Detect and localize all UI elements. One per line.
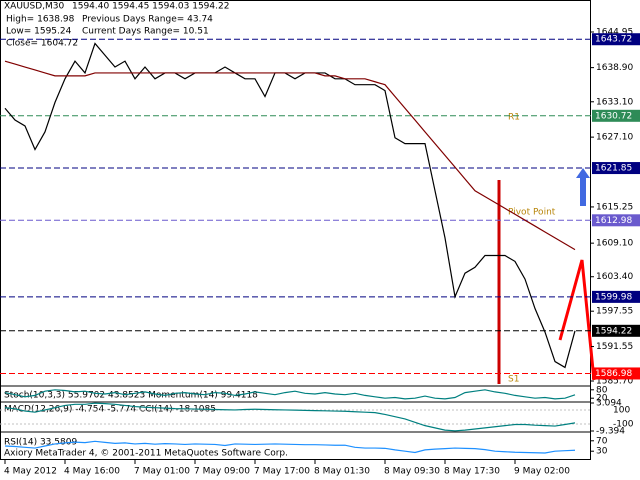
- level-tag: [592, 109, 640, 122]
- chart-frame: [0, 0, 591, 460]
- level-value: 1630.72: [595, 111, 632, 121]
- x-tick-label: 7 May 01:00: [134, 467, 190, 477]
- chart-title: XAUUSD,M30: [4, 2, 64, 12]
- quote: 1594.40 1594.45 1594.03 1594.22: [72, 2, 229, 12]
- series-line: [4, 42, 576, 369]
- series-line: [4, 440, 576, 454]
- y-tick-label: 1597.55: [596, 307, 633, 317]
- y-tick-label: 1627.10: [596, 133, 633, 143]
- x-tick-label: 8 May 09:30: [384, 467, 440, 477]
- series-line: [4, 402, 576, 432]
- x-tick-label: 8 May 01:30: [314, 467, 370, 477]
- panel-title: Stoch(10,3,3) 55.9702 43.8523 Momentum(1…: [4, 391, 258, 401]
- info: Previous Days Range= 43.74: [82, 15, 213, 25]
- y-tick-label: 1591.55: [596, 342, 633, 352]
- level-tag: [592, 367, 640, 380]
- level-value: 1643.72: [595, 35, 632, 45]
- info: Low= 1595.24: [6, 27, 72, 37]
- level-tag: [592, 33, 640, 46]
- level-value: 1594.22: [595, 326, 632, 336]
- y-tick-label: 1585.70: [596, 376, 633, 386]
- info: Current Days Range= 10.51: [82, 27, 209, 37]
- arrow-icon: [558, 259, 596, 381]
- level-label: R1: [508, 113, 520, 123]
- x-tick-label: 7 May 17:00: [254, 467, 310, 477]
- x-tick-label: 4 May 2012: [4, 467, 57, 477]
- y-tick-label: 3.094: [596, 399, 622, 409]
- x-tick-label: 9 May 02:00: [514, 467, 570, 477]
- level-value: 1621.85: [595, 164, 632, 174]
- level-tag: [592, 214, 640, 227]
- level-value: 1586.98: [595, 369, 632, 379]
- y-tick-label: -9.394: [596, 427, 625, 437]
- y2-tick-label: -100: [613, 420, 634, 430]
- y-tick-label: 1609.10: [596, 239, 633, 249]
- panel-title: RSI(14) 33.5809: [4, 438, 77, 448]
- level-label: Pivot Point: [508, 208, 556, 218]
- info: Close= 1604.72: [6, 39, 78, 49]
- x-tick-label: 8 May 17:30: [444, 467, 500, 477]
- x-tick-label: 4 May 16:00: [64, 467, 120, 477]
- y-tick-label: 1615.25: [596, 202, 633, 212]
- y2-tick-label: 100: [613, 406, 630, 416]
- y-tick-label: 1603.40: [596, 272, 633, 282]
- y-tick-label: 1644.95: [596, 27, 633, 37]
- y-tick-label: 30: [596, 447, 608, 457]
- y-tick-label: 20: [596, 394, 608, 404]
- x-tick-label: 7 May 09:00: [194, 467, 250, 477]
- level-tag: [592, 162, 640, 175]
- series-line: [4, 389, 576, 400]
- copyright: Axiory MetaTrader 4, © 2001-2011 MetaQuo…: [4, 449, 288, 459]
- arrow-icon: [576, 168, 590, 206]
- y-tick-label: 70: [596, 436, 608, 446]
- series-line: [4, 60, 576, 251]
- level-tag: [592, 324, 640, 337]
- level-value: 1599.98: [595, 292, 632, 302]
- level-tag: [592, 290, 640, 303]
- level-label: S1: [508, 375, 519, 385]
- info: High= 1638.98: [6, 15, 75, 25]
- y-tick-label: 1638.90: [596, 63, 633, 73]
- y-tick-label: 1633.10: [596, 97, 633, 107]
- y-tick-label: 80: [596, 385, 608, 395]
- level-value: 1612.98: [595, 216, 632, 226]
